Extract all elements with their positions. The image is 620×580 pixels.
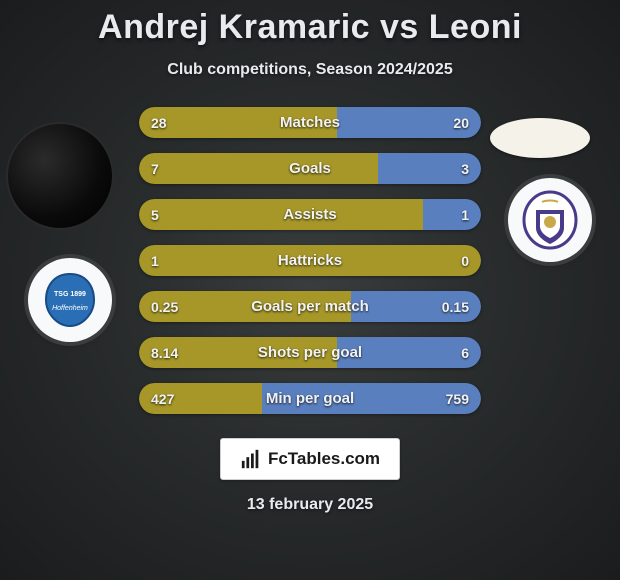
subtitle: Club competitions, Season 2024/2025 <box>0 61 620 79</box>
stat-row: Assists51 <box>139 199 481 230</box>
stat-row: Min per goal427759 <box>139 383 481 414</box>
stat-bar-left <box>139 291 351 322</box>
comparison-card: Andrej Kramaric vs Leoni Club competitio… <box>0 0 620 580</box>
stat-bar-right <box>351 291 481 322</box>
stat-bar-left <box>139 245 481 276</box>
stats-list: Matches2820 Goals73 Assists51 Hattricks10 Go… <box>139 107 481 414</box>
svg-text:Hoffenheim: Hoffenheim <box>52 305 88 312</box>
stat-row: Matches2820 <box>139 107 481 138</box>
stat-row: Goals per match0.250.15 <box>139 291 481 322</box>
stat-row: Goals73 <box>139 153 481 184</box>
player-right-avatar <box>490 118 590 158</box>
stat-row: Shots per goal8.146 <box>139 337 481 368</box>
stat-bar-left <box>139 383 262 414</box>
chart-icon <box>240 448 262 470</box>
stat-bar-right <box>378 153 481 184</box>
stat-bar-left <box>139 337 337 368</box>
brand-badge: FcTables.com <box>220 438 400 480</box>
stat-bar-right <box>262 383 481 414</box>
anderlecht-crest-icon <box>520 190 580 250</box>
stat-row: Hattricks10 <box>139 245 481 276</box>
stat-bar-left <box>139 107 337 138</box>
stat-bar-right <box>423 199 481 230</box>
page-title: Andrej Kramaric vs Leoni <box>0 8 620 47</box>
svg-text:TSG 1899: TSG 1899 <box>54 291 86 298</box>
hoffenheim-crest-icon: TSG 1899 Hoffenheim <box>40 270 100 330</box>
brand-text: FcTables.com <box>268 449 380 469</box>
stat-bar-left <box>139 199 423 230</box>
club-badge-left: TSG 1899 Hoffenheim <box>28 258 112 342</box>
player-left-avatar <box>8 124 112 228</box>
stat-bar-left <box>139 153 378 184</box>
date-label: 13 february 2025 <box>0 496 620 514</box>
stat-bar-right <box>337 107 481 138</box>
stat-bar-right <box>337 337 481 368</box>
club-badge-right <box>508 178 592 262</box>
